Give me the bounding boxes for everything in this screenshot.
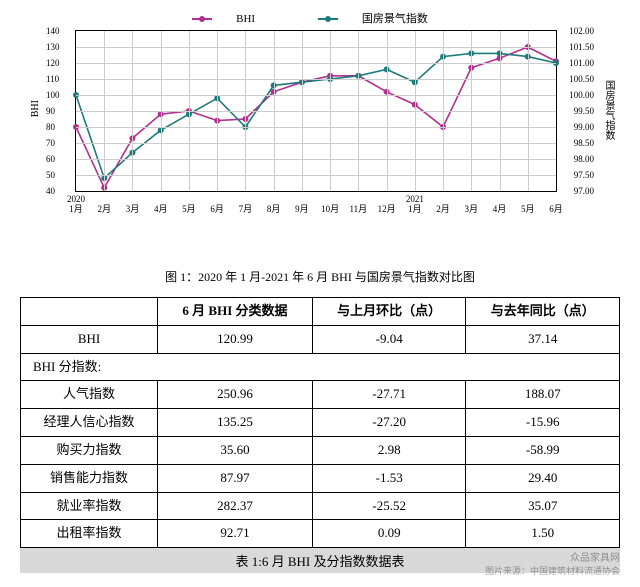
y1-tick: 60 [46,154,55,164]
y1-tick: 130 [46,42,60,52]
legend-s1: BHI [236,13,255,25]
table-cell: 188.07 [466,381,620,409]
table-cell: 35.60 [158,436,313,464]
y2-tick: 100.00 [569,90,594,100]
legend-s2: 国房景气指数 [362,13,428,25]
figure-caption: 图 1：2020 年 1 月-2021 年 6 月 BHI 与国房景气指数对比图 [10,268,630,285]
y2-tick: 101.50 [569,42,594,52]
table-caption: 表 1:6 月 BHI 及分指数数据表 [20,548,620,573]
plot-area: 40506070809010011012013014097.0097.5098.… [75,30,557,192]
x-tick: 2月 [436,205,450,215]
chart-container: BHI 国房景气指数 BHI 国房景气指数 405060708090100110… [20,10,620,230]
y2-tick: 102.00 [569,26,594,36]
y1-tick: 120 [46,58,60,68]
y1-tick: 80 [46,122,55,132]
y1-tick: 140 [46,26,60,36]
data-table: 6 月 BHI 分类数据与上月环比（点）与去年同比（点） BHI120.99-9… [20,297,620,548]
table-header: 6 月 BHI 分类数据 [158,298,313,326]
x-tick: 8月 [267,205,281,215]
y1-tick: 40 [46,186,55,196]
x-tick: 11月 [350,205,368,215]
x-tick: 2月 [97,205,111,215]
table-cell: 0.09 [312,520,466,548]
y2-tick: 101.00 [569,58,594,68]
table-cell: -58.99 [466,436,620,464]
y2-axis-title: 国房景气指数 [601,80,616,140]
table-cell: 销售能力指数 [21,464,158,492]
table-subhead: BHI 分指数: [21,353,620,381]
table-cell: 120.99 [158,325,313,353]
x-tick: 20201月 [67,195,85,215]
x-tick: 20211月 [406,195,424,215]
x-tick: 3月 [126,205,140,215]
y1-axis-title: BHI [30,100,41,117]
y2-tick: 99.00 [574,122,594,132]
x-tick: 5月 [182,205,196,215]
x-tick: 3月 [465,205,479,215]
y2-tick: 100.50 [569,74,594,84]
x-tick: 10月 [321,205,339,215]
table-cell: -15.96 [466,409,620,437]
table-header [21,298,158,326]
x-tick: 9月 [295,205,309,215]
table-cell: -27.20 [312,409,466,437]
table-cell: 135.25 [158,409,313,437]
table-cell: 250.96 [158,381,313,409]
y2-tick: 99.50 [574,106,594,116]
y2-tick: 97.00 [574,186,594,196]
table-cell: 经理人信心指数 [21,409,158,437]
y1-tick: 50 [46,170,55,180]
table-cell: 35.07 [466,492,620,520]
table-cell: 2.98 [312,436,466,464]
y1-tick: 100 [46,90,60,100]
table-cell: 92.71 [158,520,313,548]
table-cell: -27.71 [312,381,466,409]
table-cell: -9.04 [312,325,466,353]
x-tick: 12月 [378,205,396,215]
table-cell: -25.52 [312,492,466,520]
table-cell: 29.40 [466,464,620,492]
table-header: 与去年同比（点） [466,298,620,326]
x-tick: 5月 [521,205,535,215]
table-cell: 87.97 [158,464,313,492]
y2-tick: 98.50 [574,138,594,148]
table-cell: 人气指数 [21,381,158,409]
table-cell: 37.14 [466,325,620,353]
chart-legend: BHI 国房景气指数 [20,10,620,26]
table-cell: 出租率指数 [21,520,158,548]
y2-tick: 98.00 [574,154,594,164]
x-tick: 4月 [154,205,168,215]
table-header: 与上月环比（点） [312,298,466,326]
table-cell: 1.50 [466,520,620,548]
x-tick: 6月 [549,205,563,215]
table-cell: 购买力指数 [21,436,158,464]
y2-tick: 97.50 [574,170,594,180]
x-tick: 7月 [239,205,253,215]
y1-tick: 90 [46,106,55,116]
table-cell: -1.53 [312,464,466,492]
x-tick: 4月 [493,205,507,215]
table-cell: 就业率指数 [21,492,158,520]
table-cell: 282.37 [158,492,313,520]
y1-tick: 70 [46,138,55,148]
table-cell: BHI [21,325,158,353]
y1-tick: 110 [46,74,59,84]
x-tick: 6月 [210,205,224,215]
